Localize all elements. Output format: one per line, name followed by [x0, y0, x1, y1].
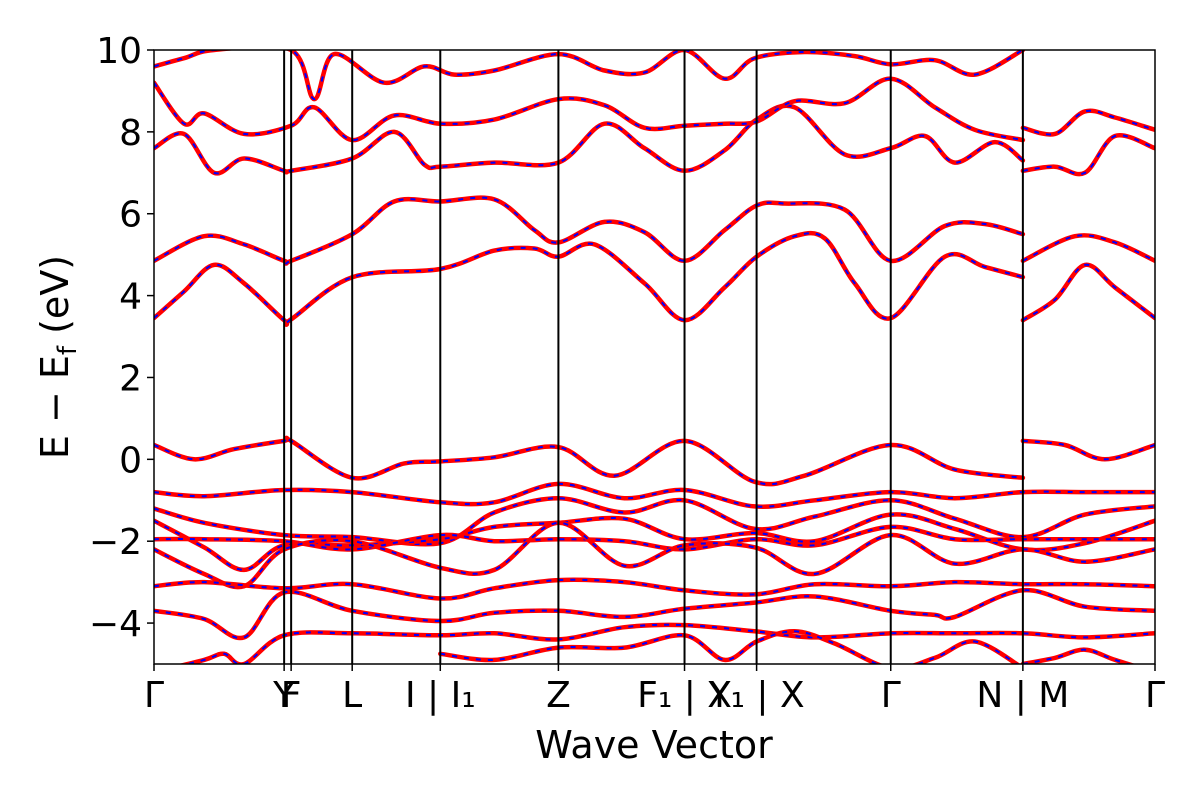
- y-axis-label-sub: f: [53, 345, 83, 355]
- y-axis: −4 −2 0 2 4 6 8 10: [89, 31, 154, 645]
- band-10-dashed: [1022, 439, 1155, 461]
- band-3-dashed: [1022, 234, 1155, 262]
- y-tick-label-7: 10: [96, 31, 142, 72]
- x-tick-label-7: Y₁ | X: [708, 675, 805, 716]
- x-tick-label-3: L: [342, 675, 362, 716]
- y-axis-label: E − Ef (eV): [33, 255, 83, 459]
- y-tick-label-1: −2: [89, 522, 142, 563]
- band-11-dashed: [154, 482, 1155, 508]
- kpoint-separators: [283, 50, 1024, 664]
- band-14-dashed: [154, 525, 1155, 551]
- band-9-dashed: [154, 436, 1024, 486]
- x-tick-label-1: Y: [272, 675, 296, 716]
- y-tick-label-6: 8: [119, 113, 142, 154]
- y-tick-label-3: 2: [119, 358, 142, 399]
- y-axis-label-unit: (eV): [33, 255, 77, 346]
- y-axis-label-main: E − E: [33, 355, 77, 459]
- band-2-dashed: [154, 196, 1024, 265]
- band-6-dashed: [154, 77, 1024, 142]
- x-axis-label: Wave Vector: [535, 723, 773, 767]
- band-1-dashed: [1022, 263, 1155, 322]
- x-tick-label-8: Γ: [881, 675, 901, 716]
- y-tick-label-5: 6: [119, 195, 142, 236]
- band-18-dashed: [183, 623, 1155, 664]
- band-15-dashed: [154, 521, 1155, 589]
- y-tick-label-0: −4: [89, 604, 142, 645]
- band-16-solid: [154, 577, 1155, 601]
- y-tick-label-4: 4: [119, 277, 142, 318]
- x-tick-label-10: Γ: [1145, 675, 1165, 716]
- x-tick-label-2: F: [281, 675, 302, 716]
- band-12-dashed: [154, 497, 1155, 546]
- x-tick-label-9: N | M: [976, 675, 1069, 716]
- x-axis: Γ YF L I | I₁ Z F₁ | XY₁ | X Γ N | M Γ: [144, 664, 1165, 716]
- plot-frame: [153, 49, 1156, 665]
- x-tick-label-5: Z: [546, 675, 571, 716]
- y-tick-label-2: 0: [119, 440, 142, 481]
- x-tick-label-6: F₁ | X: [637, 675, 732, 716]
- band-13-dashed: [154, 513, 1155, 571]
- band-5-dashed: [1022, 134, 1155, 176]
- band-0-dashed: [154, 232, 1024, 326]
- plot-background: [154, 50, 1155, 664]
- x-tick-label-0: Γ: [144, 675, 164, 716]
- band-7-solid: [1020, 108, 1155, 137]
- band-8-solid: [154, 50, 1026, 102]
- x-tick-label-4: I | I₁: [405, 675, 476, 716]
